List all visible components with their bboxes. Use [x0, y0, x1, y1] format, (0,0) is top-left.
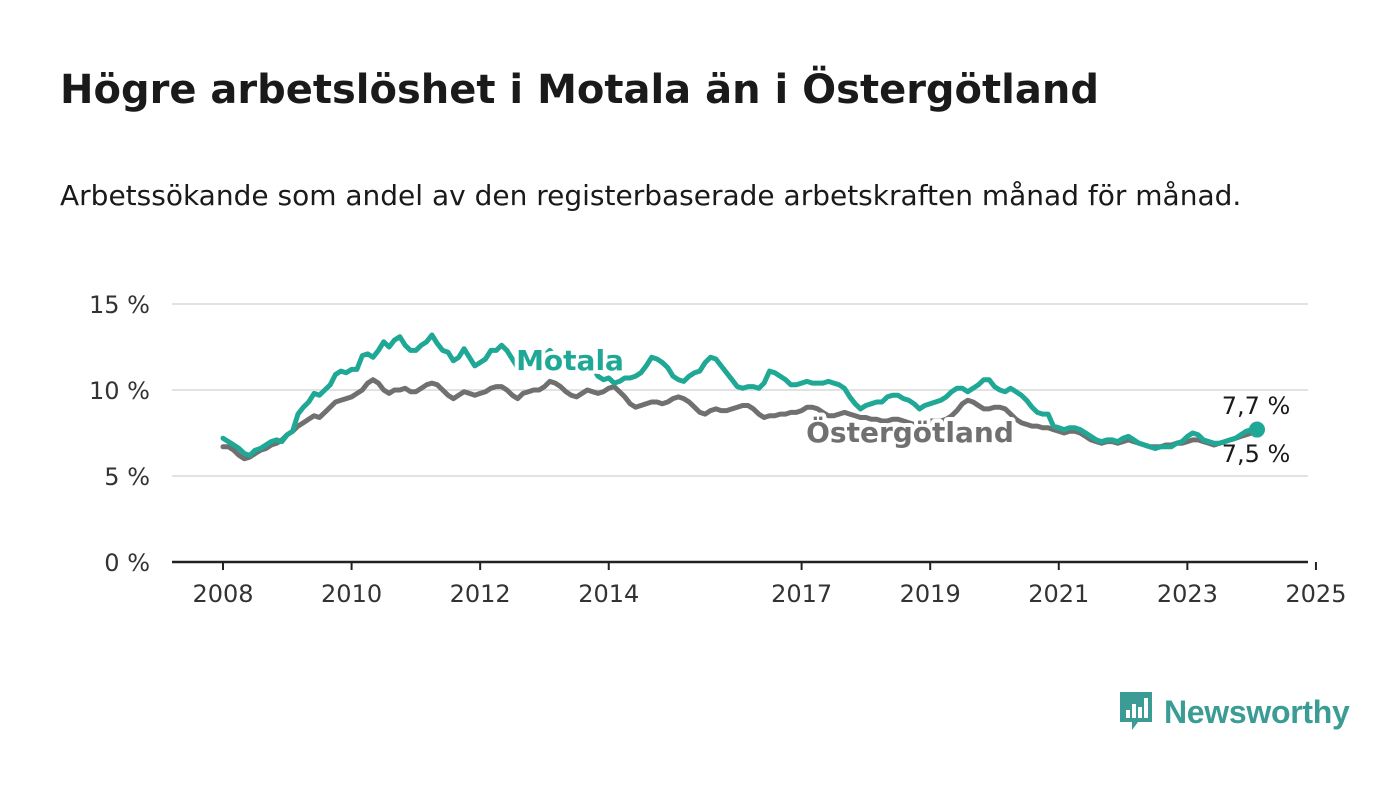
- y-tick-label: 15 %: [89, 291, 150, 319]
- x-axis: 2008 2010 2012 2014 2017 2019 2021 2023 2025: [172, 560, 1346, 608]
- y-axis-tick-labels: 0 % 5 % 10 % 15 %: [89, 291, 150, 577]
- series-lines: [220, 332, 1265, 462]
- x-tick-label: 2010: [321, 580, 382, 608]
- y-tick-label: 5 %: [104, 463, 150, 491]
- newsworthy-logo-icon: [1120, 692, 1152, 730]
- brand-name: Newsworthy: [1164, 693, 1350, 730]
- end-label-motala: 7,7 %: [1222, 392, 1291, 420]
- x-tick-label: 2025: [1285, 580, 1346, 608]
- x-tick-label: 2012: [450, 580, 511, 608]
- x-tick-label: 2019: [900, 580, 961, 608]
- series-label-ostergotland-text: Östergötland: [806, 415, 1014, 449]
- end-label-ostergotland: 7,5 %: [1222, 440, 1291, 468]
- series-line-motala: [220, 332, 1260, 458]
- x-tick-label: 2021: [1028, 580, 1089, 608]
- series-label-ostergotland-halo: Östergötland: [806, 415, 1014, 449]
- motala-end-point: [1249, 421, 1265, 438]
- y-tick-label: 0 %: [104, 549, 150, 577]
- x-tick-label: 2017: [771, 580, 832, 608]
- newsworthy-logo: Newsworthy: [1118, 690, 1350, 734]
- x-tick-label: 2008: [192, 580, 253, 608]
- series-line-ostergotland: [220, 377, 1260, 462]
- x-tick-label: 2014: [578, 580, 639, 608]
- chart-title: Högre arbetslöshet i Motala än i Östergö…: [60, 67, 1099, 113]
- y-tick-label: 10 %: [89, 377, 150, 405]
- x-tick-label: 2023: [1157, 580, 1218, 608]
- chart-subtitle: Arbetssökande som andel av den registerb…: [60, 179, 1242, 212]
- series-label-motala-text: Motala: [516, 344, 624, 377]
- series-label-motala-halo: Motala: [516, 344, 624, 377]
